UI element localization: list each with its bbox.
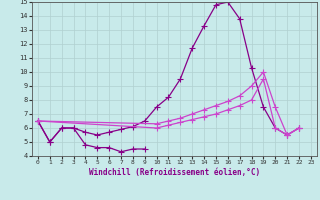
X-axis label: Windchill (Refroidissement éolien,°C): Windchill (Refroidissement éolien,°C) — [89, 168, 260, 177]
